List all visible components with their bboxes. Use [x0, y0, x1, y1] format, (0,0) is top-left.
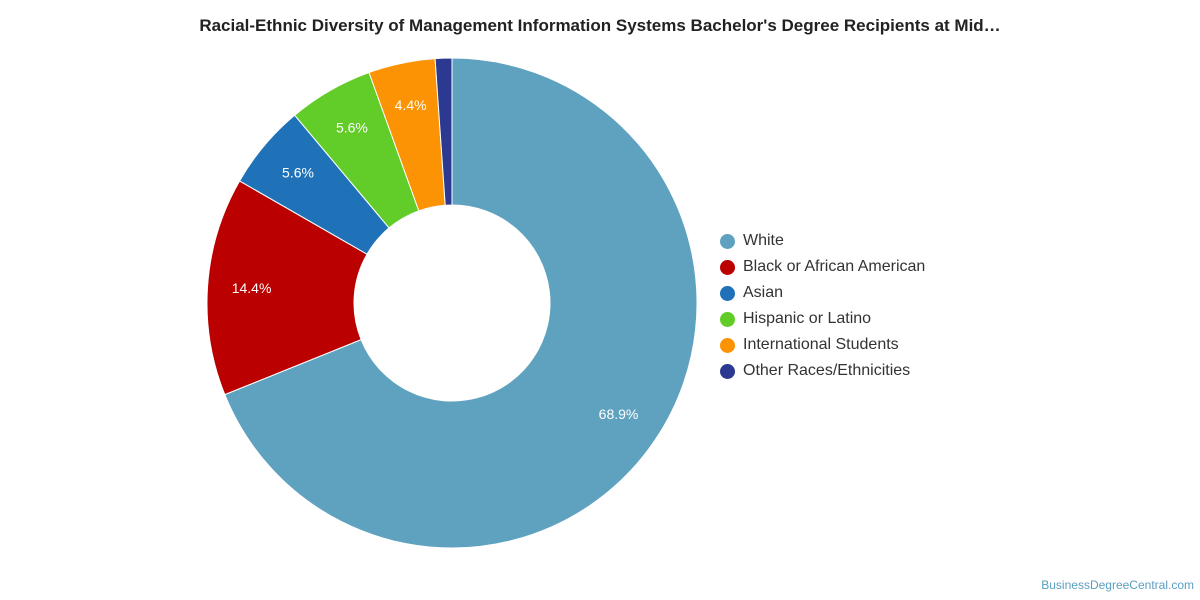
legend-label: Other Races/Ethnicities	[743, 362, 911, 379]
legend-label: International Students	[743, 336, 899, 353]
chart-title: Racial-Ethnic Diversity of Management In…	[199, 16, 1001, 35]
source-credit[interactable]: BusinessDegreeCentral.com	[1041, 578, 1194, 592]
legend-swatch	[720, 363, 735, 379]
legend-label: Black or African American	[743, 258, 926, 275]
legend-swatch	[720, 259, 735, 275]
slice-label: 5.6%	[282, 165, 314, 181]
slice-label: 5.6%	[336, 120, 368, 136]
slice-black-or-african-american[interactable]	[206, 180, 368, 396]
legend-swatch	[720, 337, 735, 353]
legend-item[interactable]: Black or African American	[720, 254, 925, 280]
legend-label: Hispanic or Latino	[743, 310, 872, 327]
legend-item[interactable]: Other Races/Ethnicities	[720, 358, 925, 384]
legend-item[interactable]: White	[720, 228, 925, 254]
legend-swatch	[720, 311, 735, 327]
slice-other-races-ethnicities[interactable]	[434, 57, 453, 206]
legend-item[interactable]: Asian	[720, 280, 925, 306]
legend-label: Asian	[743, 284, 784, 301]
legend-swatch	[720, 233, 735, 249]
legend-item[interactable]: Hispanic or Latino	[720, 306, 925, 332]
legend-label: White	[743, 232, 784, 249]
slice-label: 68.9%	[599, 406, 639, 422]
slice-white[interactable]	[224, 57, 698, 549]
slice-label: 4.4%	[395, 97, 427, 113]
slice-label: 14.4%	[232, 280, 272, 296]
legend-swatch	[720, 285, 735, 301]
legend-item[interactable]: International Students	[720, 332, 925, 358]
legend: White Black or African American Asian Hispa…	[720, 228, 925, 384]
